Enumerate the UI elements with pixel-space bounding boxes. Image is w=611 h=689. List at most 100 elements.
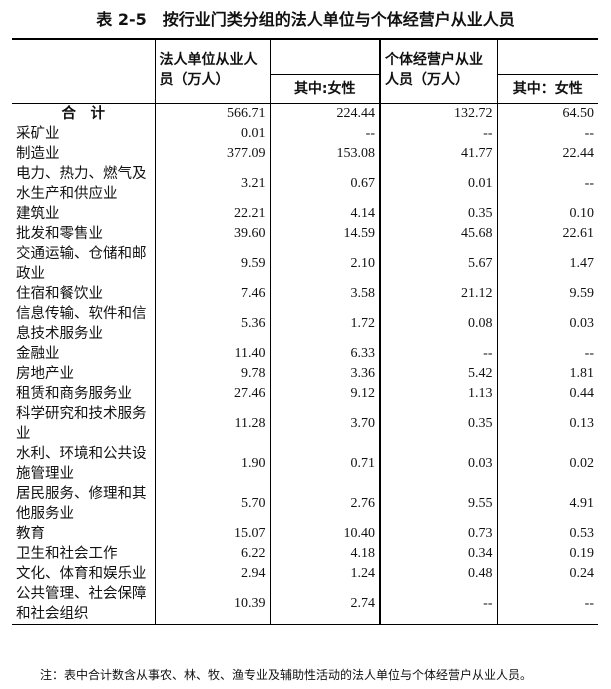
header-spacer [269,39,380,75]
table-row: 信息传输、软件和信息技术服务业 5.36 1.72 0.08 0.03 [12,304,598,344]
row-label: 批发和零售业 [16,226,103,242]
cell-value: 0.08 [379,304,497,344]
row-label: 公共管理、社会保障和社会组织 [16,586,147,622]
cell-value: -- [496,124,598,144]
cell-value: 0.01 [379,164,497,204]
row-label: 建筑业 [16,206,60,222]
cell-value: 0.73 [379,524,497,544]
column-header: 其中:女性 [269,74,380,104]
column-header: 个体经营户从业人员（万人） [379,39,497,104]
row-label: 居民服务、修理和其他服务业 [16,486,147,522]
cell-value: 1.81 [496,364,598,384]
cell-value: 6.22 [154,544,270,564]
footnote: 注：表中合计数含从事农、林、牧、渔专业及辅助性活动的法人单位与个体经营户从业人员… [40,668,533,682]
cell-value: 132.72 [379,103,497,124]
row-label: 合 计 [61,106,106,122]
table-row: 交通运输、仓储和邮政业 9.59 2.10 5.67 1.47 [12,244,598,284]
row-label: 文化、体育和娱乐业 [16,566,147,582]
table-row: 采矿业 0.01 -- -- -- [12,124,598,144]
cell-value: 0.01 [154,124,270,144]
row-label: 交通运输、仓储和邮政业 [16,246,147,282]
cell-value: 11.40 [154,344,270,364]
table-row: 教育 15.07 10.40 0.73 0.53 [12,524,598,544]
table-row: 金融业 11.40 6.33 -- -- [12,344,598,364]
cell-value: 45.68 [379,224,497,244]
cell-value: -- [496,584,598,625]
row-label: 金融业 [16,346,60,362]
cell-value: 5.67 [379,244,497,284]
cell-value: 377.09 [154,144,270,164]
column-header: 法人单位从业人员（万人） [154,39,270,104]
table-row: 批发和零售业 39.60 14.59 45.68 22.61 [12,224,598,244]
cell-value: 14.59 [269,224,380,244]
cell-value: 27.46 [154,384,270,404]
table-row: 制造业 377.09 153.08 41.77 22.44 [12,144,598,164]
cell-value: 9.78 [154,364,270,384]
cell-value: 0.03 [379,444,497,484]
cell-value: 3.58 [269,284,380,304]
cell-value: 21.12 [379,284,497,304]
cell-value: 9.59 [496,284,598,304]
cell-value: 0.24 [496,564,598,584]
cell-value: 6.33 [269,344,380,364]
row-label: 科学研究和技术服务业 [16,406,147,442]
row-label: 采矿业 [16,126,60,142]
cell-value: 7.46 [154,284,270,304]
cell-value: 3.21 [154,164,270,204]
cell-value: 3.36 [269,364,380,384]
cell-value: 0.71 [269,444,380,484]
row-label: 水利、环境和公共设施管理业 [16,446,147,482]
cell-value: -- [379,344,497,364]
table-title: 表 2-5 按行业门类分组的法人单位与个体经营户从业人员 [96,10,515,29]
cell-value: 4.91 [496,484,598,524]
row-label: 租赁和商务服务业 [16,386,132,402]
cell-value: 1.47 [496,244,598,284]
cell-value: 41.77 [379,144,497,164]
cell-value: 5.70 [154,484,270,524]
column-header: 其中：女性 [496,74,598,104]
cell-value: -- [379,124,497,144]
cell-value: 4.14 [269,204,380,224]
cell-value: 0.53 [496,524,598,544]
cell-value: 10.39 [154,584,270,625]
cell-value: 9.55 [379,484,497,524]
cell-value: 3.70 [269,404,380,444]
row-label: 信息传输、软件和信息技术服务业 [16,306,147,342]
cell-value: 0.44 [496,384,598,404]
table-row: 卫生和社会工作 6.22 4.18 0.34 0.19 [12,544,598,564]
cell-value: 39.60 [154,224,270,244]
cell-value: 1.90 [154,444,270,484]
cell-value: 2.10 [269,244,380,284]
corner-cell [12,39,155,104]
cell-value: -- [496,344,598,364]
cell-value: 153.08 [269,144,380,164]
row-label: 住宿和餐饮业 [16,286,103,302]
cell-value: 9.59 [154,244,270,284]
cell-value: 0.19 [496,544,598,564]
cell-value: 9.12 [269,384,380,404]
table-row: 合 计 566.71 224.44 132.72 64.50 [12,103,598,124]
cell-value: 0.35 [379,204,497,224]
table-row: 公共管理、社会保障和社会组织 10.39 2.74 -- -- [12,584,598,625]
table-row: 住宿和餐饮业 7.46 3.58 21.12 9.59 [12,284,598,304]
cell-value: -- [496,164,598,204]
cell-value: 0.02 [496,444,598,484]
cell-value: 0.03 [496,304,598,344]
cell-value: 22.61 [496,224,598,244]
cell-value: 5.42 [379,364,497,384]
cell-value: 64.50 [496,103,598,124]
header-spacer [496,39,598,75]
cell-value: 1.13 [379,384,497,404]
data-table: 法人单位从业人员（万人） 个体经营户从业人员（万人） 其中:女性 其中：女性 合… [12,38,598,625]
row-label: 卫生和社会工作 [16,546,118,562]
row-label: 教育 [16,526,45,542]
cell-value: 0.34 [379,544,497,564]
cell-value: -- [269,124,380,144]
cell-value: 566.71 [154,103,270,124]
cell-value: 5.36 [154,304,270,344]
cell-value: 1.24 [269,564,380,584]
cell-value: 1.72 [269,304,380,344]
cell-value: 2.94 [154,564,270,584]
row-label: 制造业 [16,146,60,162]
